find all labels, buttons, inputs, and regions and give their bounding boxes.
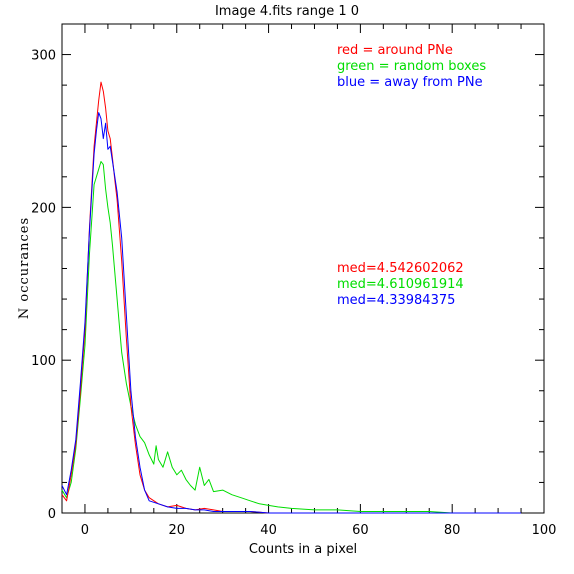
x-tick-label: 40 bbox=[260, 523, 277, 538]
median-annotations: med=4.542602062med=4.610961914med=4.3398… bbox=[337, 261, 464, 308]
axis-ticks bbox=[61, 23, 545, 514]
legend-entry: green = random boxes bbox=[337, 59, 486, 74]
legend-entry: blue = away from PNe bbox=[337, 75, 483, 90]
plot-frame bbox=[61, 23, 545, 514]
y-tick-label: 100 bbox=[31, 354, 56, 369]
x-tick-label: 80 bbox=[444, 523, 461, 538]
y-tick-label: 200 bbox=[31, 201, 56, 216]
x-axis-title: Counts in a pixel bbox=[249, 542, 357, 557]
x-tick-label: 100 bbox=[532, 523, 557, 538]
series-layer bbox=[61, 81, 521, 514]
y-axis-title: N occurances bbox=[17, 217, 32, 319]
y-tick-label: 300 bbox=[31, 49, 56, 64]
x-tick-label: 0 bbox=[81, 523, 89, 538]
chart-title: Image 4.fits range 1 0 bbox=[215, 4, 359, 19]
median-annotation: med=4.33984375 bbox=[337, 293, 455, 308]
x-tick-label: 20 bbox=[168, 523, 185, 538]
median-annotation: med=4.610961914 bbox=[337, 277, 464, 292]
tick-labels: 0 20 40 60 80 100 0 100 200 300 bbox=[31, 49, 556, 538]
series-line-blue bbox=[61, 112, 521, 514]
y-tick-label: 0 bbox=[48, 507, 56, 522]
x-tick-label: 60 bbox=[352, 523, 369, 538]
legend-entry: red = around PNe bbox=[337, 43, 453, 58]
median-annotation: med=4.542602062 bbox=[337, 261, 464, 276]
series-line-green bbox=[61, 161, 521, 514]
